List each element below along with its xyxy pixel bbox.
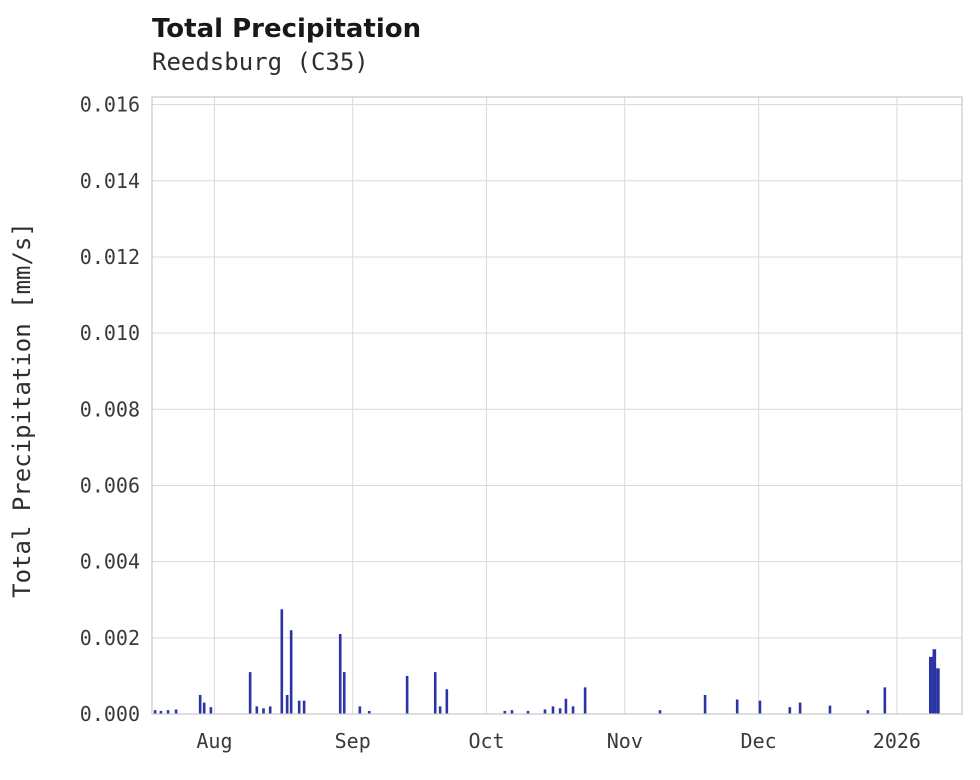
precip-bar — [262, 708, 265, 714]
precip-bar — [543, 709, 547, 714]
precip-bar — [433, 672, 437, 714]
y-tick-label: 0.004 — [80, 550, 140, 574]
chart-subtitle: Reedsburg (C35) — [152, 48, 369, 76]
y-tick-label: 0.012 — [80, 245, 140, 269]
chart-title: Total Precipitation — [152, 14, 422, 44]
precip-bar — [571, 706, 575, 714]
precip-bar — [174, 709, 178, 714]
plot-border — [151, 96, 963, 715]
precip-bar — [928, 656, 933, 714]
y-tick-label: 0.002 — [80, 626, 140, 650]
precip-bar — [883, 687, 887, 714]
precip-bar — [866, 710, 870, 714]
y-tick-label: 0.006 — [80, 473, 140, 497]
precip-bar — [248, 672, 252, 714]
y-tick-label: 0.016 — [80, 93, 140, 117]
x-tick-label: Nov — [607, 729, 643, 753]
x-tick-label: Dec — [741, 729, 777, 753]
plot-group: 0.000 0.002 0.004 0.006 0.008 0.010 0.012 0.014… — [80, 93, 963, 753]
x-tick-label: 2026 — [873, 729, 921, 753]
precip-bar — [338, 634, 342, 714]
precip-bar — [280, 609, 284, 714]
precip-bar — [828, 705, 832, 714]
precip-bar — [342, 672, 346, 714]
y-tick-label: 0.014 — [80, 169, 140, 193]
precip-bar — [289, 630, 293, 714]
precip-bar — [285, 694, 289, 714]
precip-bar — [758, 700, 762, 714]
precip-bar — [798, 702, 802, 714]
precip-bar — [510, 710, 514, 714]
precip-bar — [202, 702, 206, 714]
plot-area — [152, 97, 962, 714]
precip-bar — [159, 710, 163, 714]
precip-bar — [735, 699, 739, 714]
precip-bar — [405, 675, 409, 714]
y-tick-label: 0.008 — [80, 397, 140, 421]
x-tick-label: Sep — [335, 729, 371, 753]
precip-bar — [358, 706, 362, 714]
precip-bar — [551, 706, 555, 714]
precip-bar — [558, 708, 562, 714]
precip-bar — [302, 700, 306, 714]
precip-bar — [367, 710, 371, 714]
precip-bar — [526, 710, 530, 714]
precip-bar — [658, 710, 662, 714]
y-axis-label: Total Precipitation [mm/s] — [8, 222, 36, 598]
precip-bar — [255, 706, 259, 714]
precip-bar — [438, 706, 442, 714]
precip-bar — [503, 710, 507, 714]
precip-bar — [932, 649, 937, 714]
y-tick-label: 0.010 — [80, 321, 140, 345]
precip-bar — [788, 707, 792, 714]
precip-bar — [166, 710, 170, 714]
precip-bar — [153, 710, 157, 714]
precip-bar — [936, 668, 940, 714]
precip-bar — [564, 698, 568, 714]
precip-bar — [703, 694, 707, 714]
precip-bar — [445, 689, 449, 714]
precip-bar — [297, 700, 301, 714]
precip-bar — [198, 694, 202, 714]
precip-bar — [268, 706, 272, 714]
x-tick-label: Oct — [468, 729, 504, 753]
y-tick-label: 0.000 — [80, 702, 140, 726]
precip-bar — [583, 687, 587, 714]
x-tick-label: Aug — [196, 729, 232, 753]
precip-bar — [209, 707, 213, 714]
